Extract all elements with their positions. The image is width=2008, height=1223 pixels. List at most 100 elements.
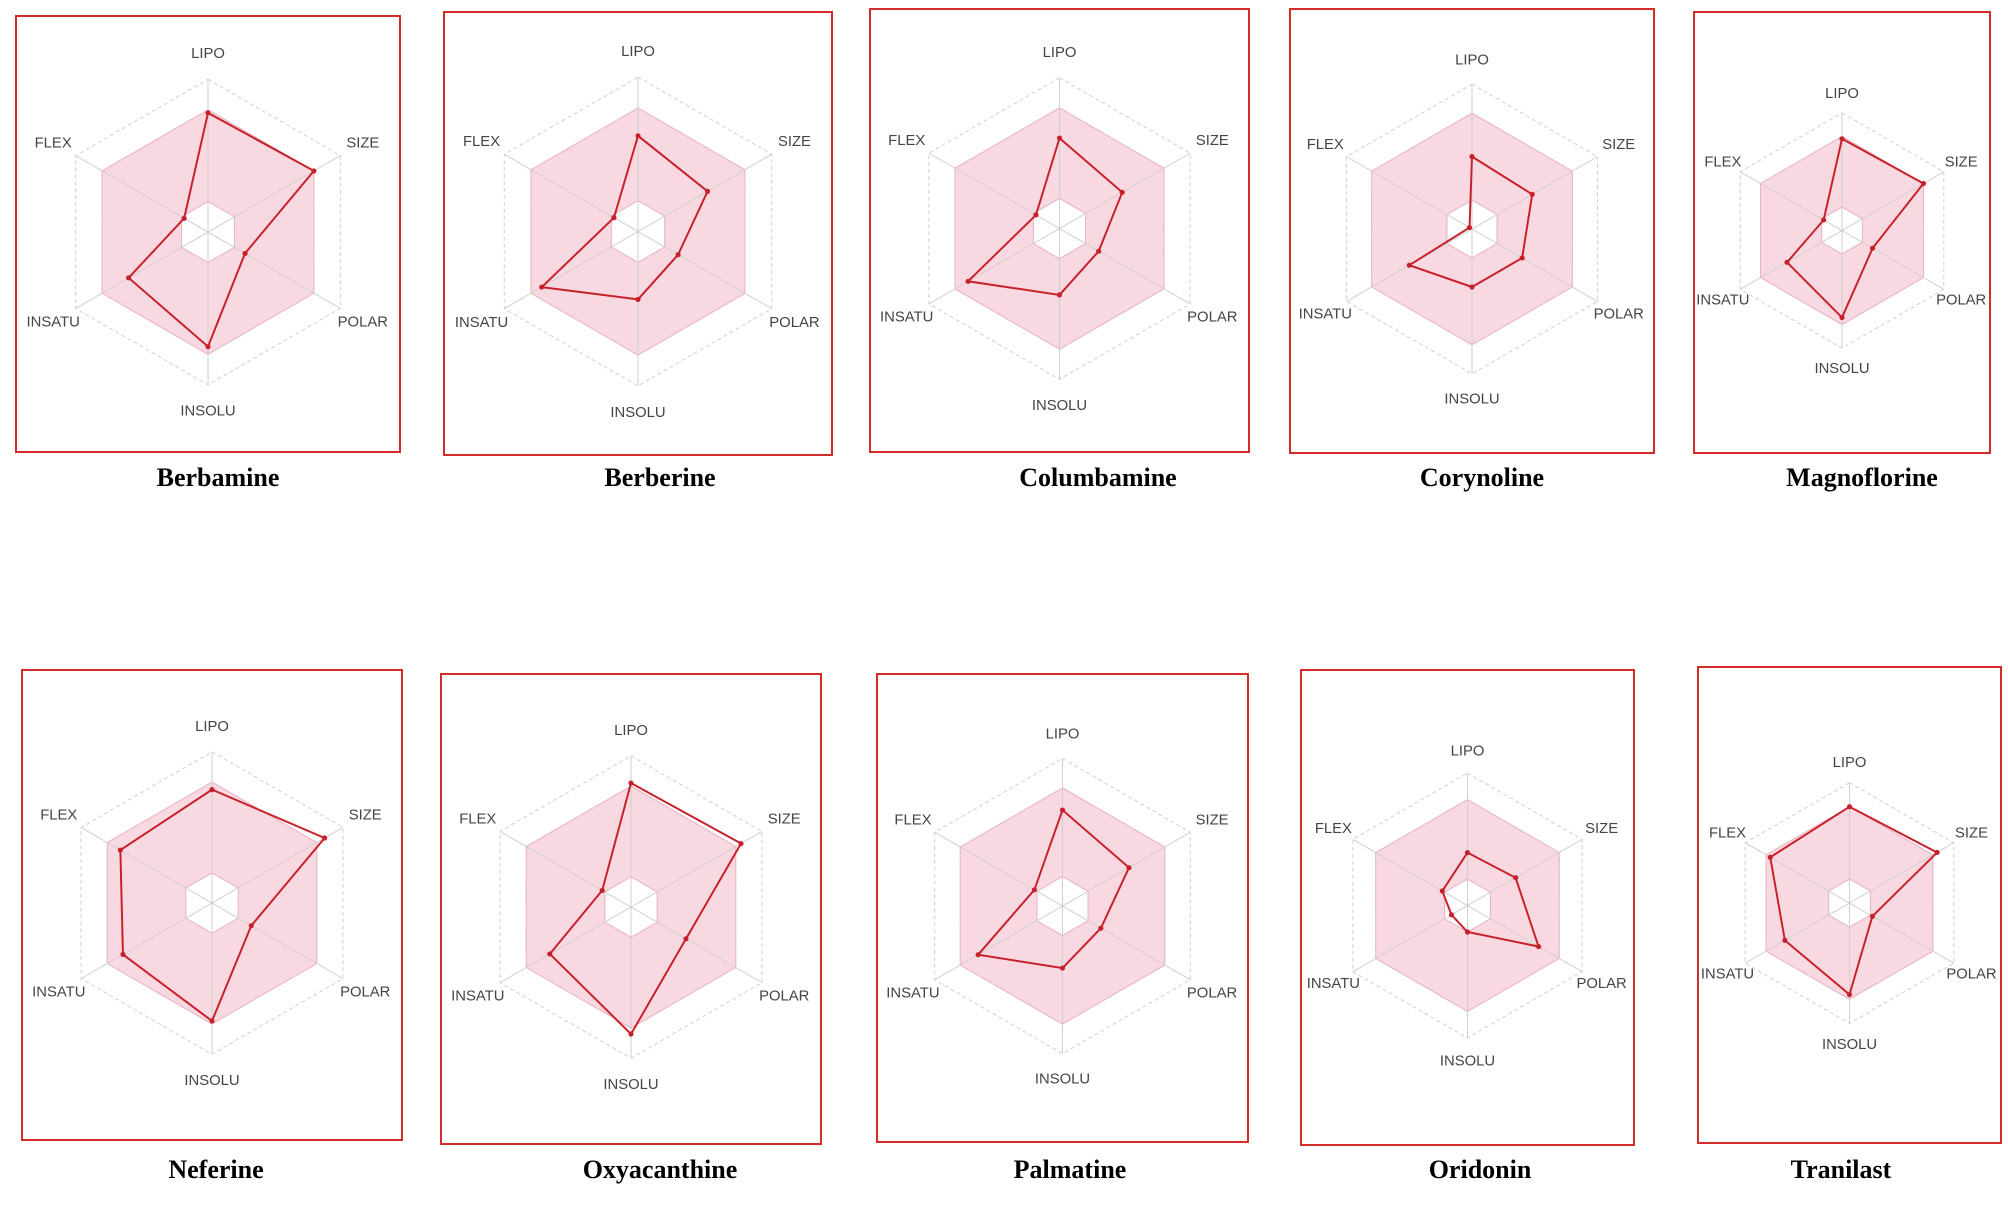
axis-spoke — [1471, 156, 1598, 230]
axis-label-size: SIZE — [1602, 137, 1635, 153]
axis-spoke — [504, 231, 639, 310]
axis-label-size: SIZE — [1955, 826, 1988, 842]
compound-profile-point — [311, 168, 317, 174]
axis-spoke — [211, 826, 344, 904]
axis-label-insolu: INSOLU — [610, 405, 665, 421]
axis-spoke — [1467, 905, 1583, 973]
axis-spoke — [1062, 831, 1191, 907]
axis-spoke — [1059, 152, 1191, 229]
axis-spoke — [1352, 905, 1468, 973]
compound-profile-point — [1439, 888, 1445, 894]
axis-label-flex: FLEX — [463, 134, 500, 150]
compound-name: Berbamine — [156, 463, 280, 492]
compound-profile-point — [1869, 245, 1876, 251]
axis-label-size: SIZE — [1196, 813, 1229, 829]
axis-label-lipo: LIPO — [1451, 744, 1485, 760]
radar-panel: LIPO SIZE POLAR INSOLU INSATU FLEX — [21, 669, 403, 1141]
axis-spoke — [1739, 230, 1843, 290]
compound-profile-point — [675, 252, 681, 258]
radar-panel: LIPO SIZE POLAR INSOLU INSATU FLEX — [869, 8, 1250, 453]
axis-label-lipo: LIPO — [1825, 86, 1859, 102]
axis-label-lipo: LIPO — [1455, 53, 1489, 69]
radar-chart: LIPO SIZE POLAR INSOLU INSATU FLEX — [32, 719, 391, 1089]
radar-panel: LIPO SIZE POLAR INSOLU INSATU FLEX — [1693, 11, 1991, 454]
axis-label-flex: FLEX — [1307, 137, 1344, 153]
axis-spoke — [1849, 902, 1955, 964]
axis-spoke — [75, 231, 209, 309]
compound-profile-point — [738, 840, 744, 847]
axis-label-insatu: INSATU — [880, 310, 933, 326]
axis-label-insatu: INSATU — [1701, 966, 1754, 982]
axis-label-lipo: LIPO — [195, 719, 229, 735]
axis-label-size: SIZE — [778, 134, 811, 150]
compound-profile-point — [126, 275, 132, 281]
axis-label-insolu: INSOLU — [1822, 1037, 1877, 1053]
axis-label-polar: POLAR — [1936, 292, 1986, 308]
axis-label-lipo: LIPO — [191, 46, 225, 62]
axis-label-flex: FLEX — [40, 808, 77, 824]
compound-profile-point — [1920, 180, 1927, 187]
axis-label-insolu: INSOLU — [1444, 391, 1499, 407]
axis-label-polar: POLAR — [340, 984, 391, 1000]
axis-label-insatu: INSATU — [886, 985, 939, 1001]
axis-label-insatu: INSATU — [1696, 292, 1749, 308]
axis-label-insolu: INSOLU — [184, 1073, 239, 1089]
compound-profile-point — [1767, 854, 1773, 860]
axis-label-polar: POLAR — [1946, 966, 1996, 982]
radar-panel: LIPO SIZE POLAR INSOLU INSATU FLEX — [1289, 8, 1655, 454]
compound-profile-point — [1059, 807, 1066, 813]
radar-panel: LIPO SIZE POLAR INSOLU INSATU FLEX — [15, 15, 401, 453]
radar-chart: LIPO SIZE POLAR INSOLU INSATU FLEX — [1299, 53, 1645, 408]
axis-spoke — [934, 831, 1063, 907]
axis-label-size: SIZE — [1585, 821, 1618, 837]
compound-profile-point — [1784, 259, 1790, 265]
compound-profile-point — [1126, 865, 1132, 871]
axis-spoke — [211, 902, 344, 980]
compound-profile-point — [117, 847, 123, 853]
axis-label-insolu: INSOLU — [1814, 361, 1869, 377]
axis-label-insolu: INSOLU — [1035, 1072, 1090, 1088]
compound-profile-point — [209, 787, 215, 793]
radar-chart: LIPO SIZE POLAR INSOLU INSATU FLEX — [455, 44, 820, 421]
compound-name: Magnoflorine — [1786, 463, 1938, 492]
compound-profile-point — [1529, 191, 1535, 197]
radar-panel: LIPO SIZE POLAR INSOLU INSATU FLEX — [440, 673, 822, 1145]
axis-label-flex: FLEX — [1315, 821, 1352, 837]
compound-profile-point — [1056, 135, 1063, 141]
axis-label-insatu: INSATU — [451, 988, 504, 1004]
compound-name: Corynoline — [1419, 463, 1545, 492]
axis-spoke — [1841, 171, 1945, 231]
axis-spoke — [1059, 228, 1191, 305]
compound-profile-point — [1406, 262, 1412, 268]
axis-label-insolu: INSOLU — [180, 404, 235, 420]
compound-profile-point — [1056, 292, 1063, 298]
compound-name: Oxyacanthine — [582, 1155, 738, 1184]
compound-name: Berberine — [604, 463, 716, 492]
compound-profile-point — [205, 110, 211, 116]
axis-spoke — [1352, 838, 1468, 906]
axis-label-size: SIZE — [346, 136, 379, 152]
axis-label-polar: POLAR — [1187, 310, 1238, 326]
radar-chart: LIPO SIZE POLAR INSOLU INSATU FLEX — [880, 45, 1238, 414]
compound-profile-point — [1031, 887, 1037, 893]
axis-label-size: SIZE — [1196, 133, 1229, 149]
axis-spoke — [928, 228, 1060, 305]
compound-profile-point — [611, 215, 617, 221]
compound-profile-point — [1464, 849, 1471, 856]
radar-chart: LIPO SIZE POLAR INSOLU INSATU FLEX — [1696, 86, 1986, 377]
axis-spoke — [637, 231, 772, 310]
radar-chart: LIPO SIZE POLAR INSOLU INSATU FLEX — [1307, 744, 1627, 1070]
compound-profile-point — [1448, 912, 1455, 918]
compound-profile-point — [205, 344, 211, 350]
axis-label-polar: POLAR — [1594, 307, 1645, 323]
axis-label-flex: FLEX — [1709, 826, 1746, 842]
compound-name: Tranilast — [1790, 1155, 1892, 1184]
compound-profile-point — [248, 923, 254, 929]
axis-label-insolu: INSOLU — [1440, 1053, 1495, 1069]
compound-profile-point — [1098, 925, 1104, 931]
axis-spoke — [1744, 902, 1850, 964]
axis-spoke — [207, 155, 341, 233]
radar-chart: LIPO SIZE POLAR INSOLU INSATU FLEX — [1701, 755, 1997, 1053]
compound-profile-point — [547, 951, 553, 957]
compound-profile-point — [1869, 913, 1876, 919]
